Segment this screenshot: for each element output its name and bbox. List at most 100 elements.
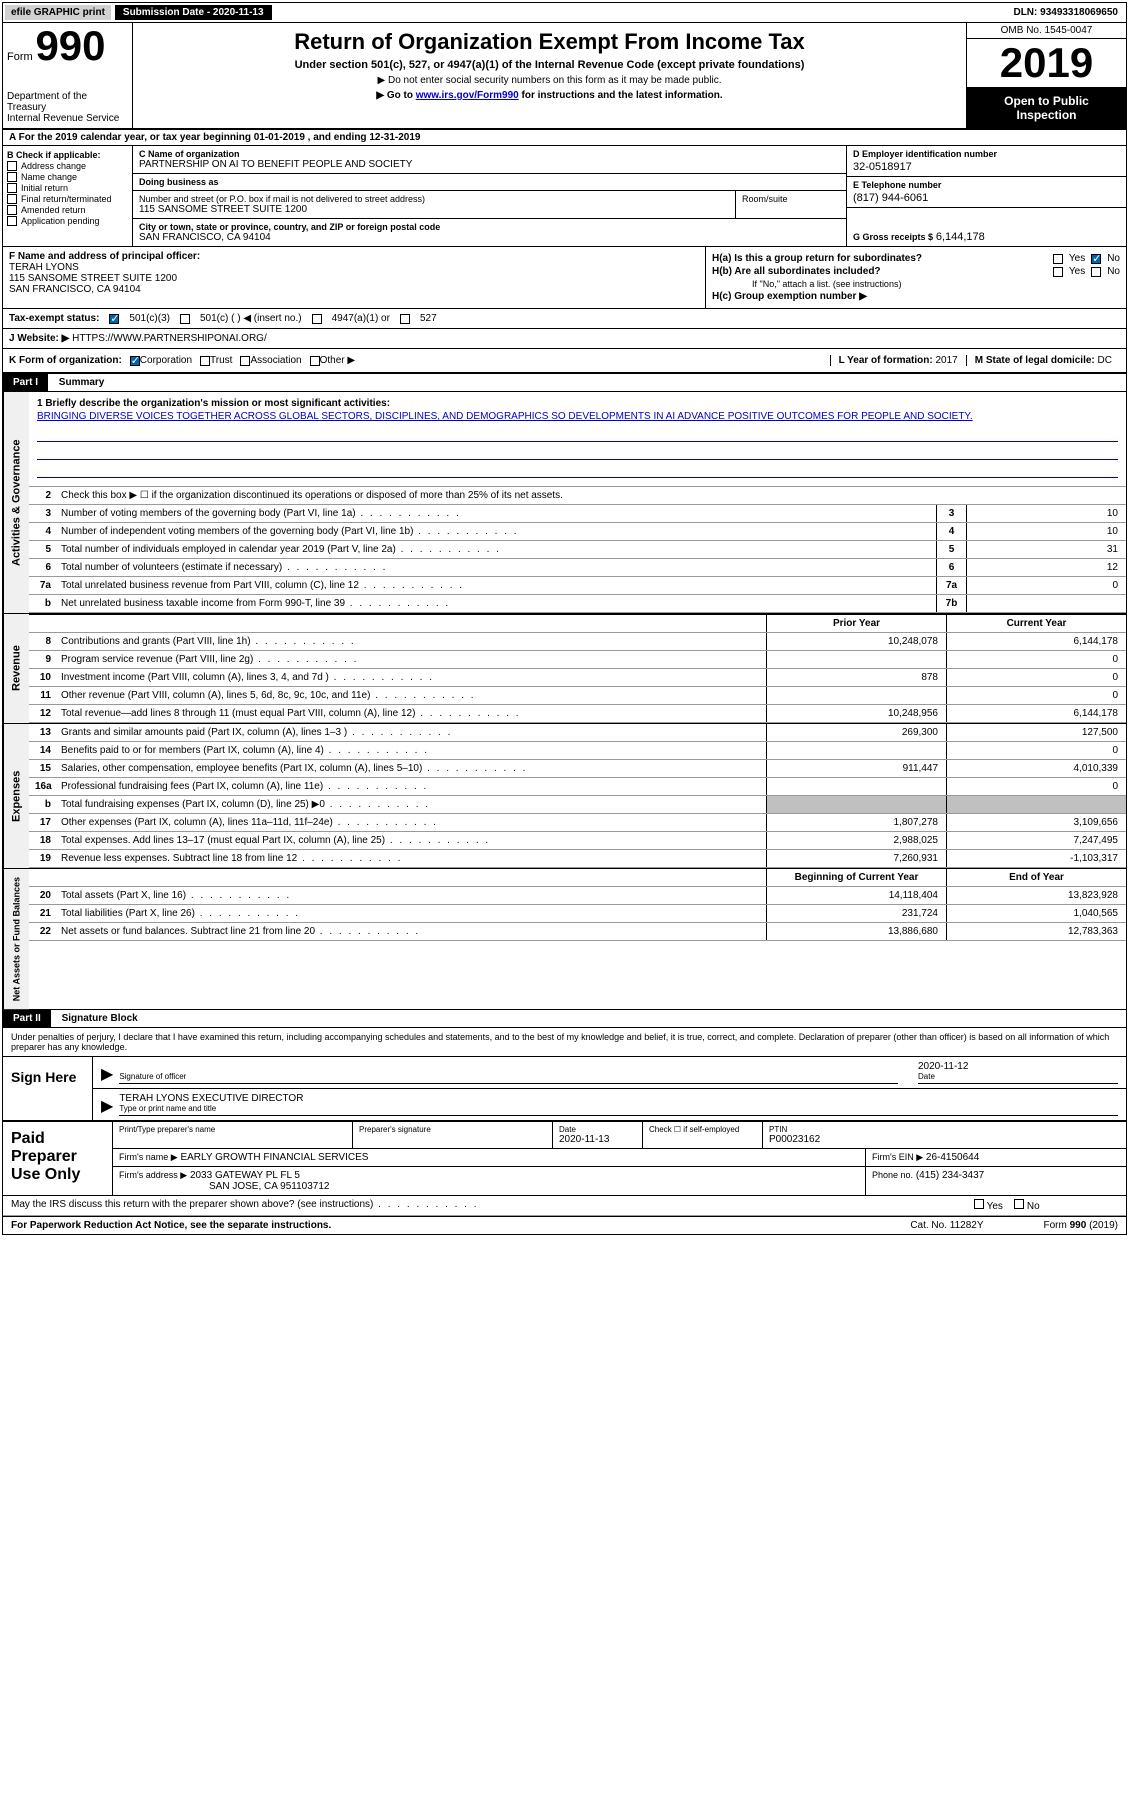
chk-address-change[interactable] <box>7 161 17 171</box>
curr-value: 6,144,178 <box>946 633 1126 650</box>
line-num: 20 <box>29 887 57 904</box>
chk-527[interactable] <box>400 314 410 324</box>
prior-value: 7,260,931 <box>766 850 946 867</box>
gov-line-6: 6 Total number of volunteers (estimate i… <box>29 559 1126 577</box>
form-org-label: K Form of organization: <box>9 355 122 366</box>
line-text: Benefits paid to or for members (Part IX… <box>57 742 766 759</box>
lbl-app-pending: Application pending <box>21 216 100 226</box>
part-1-revenue: Revenue Prior Year Current Year 8 Contri… <box>3 614 1126 724</box>
line-text: Total assets (Part X, line 16) <box>57 887 766 904</box>
col-c-org-info: C Name of organization PARTNERSHIP ON AI… <box>133 146 846 246</box>
line-8: 8 Contributions and grants (Part VIII, l… <box>29 633 1126 651</box>
form-990-page: efile GRAPHIC print Submission Date - 20… <box>2 2 1127 1235</box>
opt-corp: Corporation <box>140 355 192 366</box>
prior-value <box>766 742 946 759</box>
row-i-tax-status: Tax-exempt status: 501(c)(3) 501(c) ( ) … <box>3 309 1126 329</box>
line-num: 18 <box>29 832 57 849</box>
footer-left: For Paperwork Reduction Act Notice, see … <box>11 1220 331 1231</box>
prior-value <box>766 778 946 795</box>
line-box: 5 <box>936 541 966 558</box>
rev-hdr-spacer2 <box>57 615 766 632</box>
part-1-netassets: Net Assets or Fund Balances Beginning of… <box>3 869 1126 1010</box>
firm-name-label: Firm's name ▶ <box>119 1152 178 1162</box>
line-value <box>966 595 1126 612</box>
line-19: 19 Revenue less expenses. Subtract line … <box>29 850 1126 868</box>
curr-value: 0 <box>946 651 1126 668</box>
line-text: Total unrelated business revenue from Pa… <box>57 577 936 594</box>
firm-addr2-value: SAN JOSE, CA 951103712 <box>119 1181 859 1192</box>
firm-addr-label: Firm's address ▶ <box>119 1170 187 1180</box>
line-18: 18 Total expenses. Add lines 13–17 (must… <box>29 832 1126 850</box>
chk-corp[interactable] <box>130 356 140 366</box>
chk-amended[interactable] <box>7 205 17 215</box>
line-num: 8 <box>29 633 57 650</box>
footer-right: Form 990 (2019) <box>1044 1220 1118 1231</box>
line-value: 10 <box>966 523 1126 540</box>
line-text: Net assets or fund balances. Subtract li… <box>57 923 766 940</box>
chk-final-return[interactable] <box>7 194 17 204</box>
row-k-l-m: K Form of organization: Corporation Trus… <box>3 349 1126 374</box>
chk-initial-return[interactable] <box>7 183 17 193</box>
state-label: M State of legal domicile: <box>975 355 1095 366</box>
ha-label: H(a) Is this a group return for subordin… <box>712 253 922 264</box>
chk-trust[interactable] <box>200 356 210 366</box>
q2-text: Check this box ▶ ☐ if the organization d… <box>57 487 1126 504</box>
line-text: Other expenses (Part IX, column (A), lin… <box>57 814 766 831</box>
ptin-label: PTIN <box>769 1125 1120 1134</box>
col-d-e-g: D Employer identification number 32-0518… <box>846 146 1126 246</box>
chk-name-change[interactable] <box>7 172 17 182</box>
rev-hdr-spacer <box>29 615 57 632</box>
addr-label: Number and street (or P.O. box if mail i… <box>139 194 729 204</box>
line-22: 22 Net assets or fund balances. Subtract… <box>29 923 1126 941</box>
hb-no-chk[interactable] <box>1091 267 1101 277</box>
firm-name-value: EARLY GROWTH FINANCIAL SERVICES <box>180 1152 368 1163</box>
line-num: 22 <box>29 923 57 940</box>
chk-501c3[interactable] <box>109 314 119 324</box>
hb-yes-chk[interactable] <box>1053 267 1063 277</box>
prep-sig-label: Preparer's signature <box>359 1125 546 1134</box>
dln-label: DLN: 93493318069650 <box>1013 7 1124 18</box>
irs-link[interactable]: www.irs.gov/Form990 <box>416 90 519 101</box>
city-value: SAN FRANCISCO, CA 94104 <box>139 232 840 243</box>
footer-mid: Cat. No. 11282Y <box>910 1220 983 1231</box>
ha-yes-chk[interactable] <box>1053 254 1063 264</box>
ha-no-chk[interactable] <box>1091 254 1101 264</box>
line-value: 0 <box>966 577 1126 594</box>
discuss-no-chk[interactable] <box>1014 1199 1024 1209</box>
prep-name-label: Print/Type preparer's name <box>119 1125 346 1134</box>
curr-value: 4,010,339 <box>946 760 1126 777</box>
prior-grey <box>766 796 946 813</box>
form-number: 990 <box>35 22 105 69</box>
state-value: DC <box>1098 355 1112 366</box>
line-text: Number of voting members of the governin… <box>57 505 936 522</box>
line-text: Total expenses. Add lines 13–17 (must eq… <box>57 832 766 849</box>
sig-name-value: TERAH LYONS EXECUTIVE DIRECTOR <box>119 1093 1118 1104</box>
firm-ein-value: 26-4150644 <box>926 1152 979 1163</box>
curr-grey <box>946 796 1126 813</box>
chk-4947[interactable] <box>312 314 322 324</box>
curr-value: 0 <box>946 669 1126 686</box>
chk-other[interactable] <box>310 356 320 366</box>
col-h-group: H(a) Is this a group return for subordin… <box>706 247 1126 308</box>
line-15: 15 Salaries, other compensation, employe… <box>29 760 1126 778</box>
discuss-yes-chk[interactable] <box>974 1199 984 1209</box>
line-box: 7b <box>936 595 966 612</box>
officer-addr2: SAN FRANCISCO, CA 94104 <box>9 284 699 295</box>
line-num: 14 <box>29 742 57 759</box>
curr-value: -1,103,317 <box>946 850 1126 867</box>
line-value: 12 <box>966 559 1126 576</box>
section-b-c-d: B Check if applicable: Address change Na… <box>3 146 1126 247</box>
hb-yes: Yes <box>1069 266 1085 277</box>
form-word: Form <box>7 51 33 63</box>
form-title: Return of Organization Exempt From Incom… <box>139 29 960 55</box>
col-boy: Beginning of Current Year <box>766 869 946 886</box>
efile-print-button[interactable]: efile GRAPHIC print <box>5 5 111 20</box>
prior-value: 10,248,078 <box>766 633 946 650</box>
curr-value: 12,783,363 <box>946 923 1126 940</box>
chk-501c[interactable] <box>180 314 190 324</box>
header-mid: Return of Organization Exempt From Incom… <box>133 23 966 128</box>
chk-app-pending[interactable] <box>7 216 17 226</box>
gov-line-7a: 7a Total unrelated business revenue from… <box>29 577 1126 595</box>
curr-value: 0 <box>946 778 1126 795</box>
chk-assoc[interactable] <box>240 356 250 366</box>
